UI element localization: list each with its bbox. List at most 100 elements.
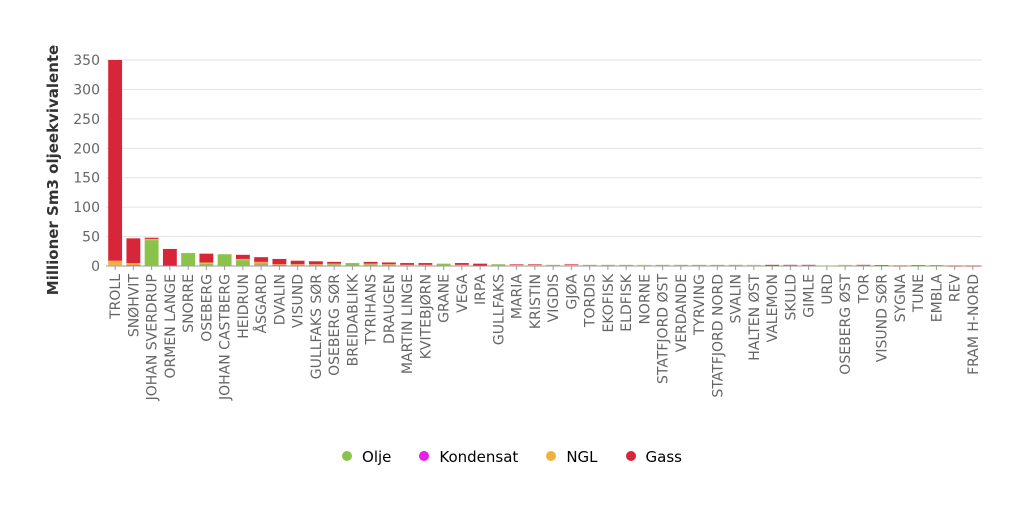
y-tick-label: 0 xyxy=(91,259,100,275)
bar-segment xyxy=(436,263,451,266)
bar-segment xyxy=(454,264,469,266)
x-tick-label: ELDFISK xyxy=(619,273,635,331)
legend: Olje Kondensat NGL Gass xyxy=(0,447,1024,466)
bar-segment xyxy=(911,265,926,266)
x-tick-label: GULLFAKS SØR xyxy=(309,274,325,379)
legend-label: Olje xyxy=(362,447,392,466)
y-tick-label: 100 xyxy=(73,200,100,216)
x-tick-label: DRAUGEN xyxy=(382,274,398,344)
bar-segment xyxy=(400,263,415,265)
bar-segment xyxy=(381,262,396,265)
bar-segment xyxy=(254,261,269,264)
bar-segment xyxy=(290,264,305,266)
bar-segment xyxy=(801,265,816,267)
gridlines xyxy=(106,59,982,267)
bar-segment xyxy=(254,264,269,266)
x-tick-label: VALEMON xyxy=(765,274,781,342)
x-tick-label: VISUND SØR xyxy=(875,274,891,362)
bar-segment xyxy=(509,265,524,267)
x-tick-label: OSEBERG ØST xyxy=(838,274,854,375)
x-tick-label: HEIDRUN xyxy=(236,274,252,339)
legend-label: NGL xyxy=(566,447,598,466)
x-tick-label: TOR xyxy=(856,274,872,305)
x-axis: TROLL SNØHVIT JOHAN SVERDRUP ORMEN LANGE SNO… xyxy=(108,266,982,401)
x-tick-label: KRISTIN xyxy=(528,274,544,329)
y-axis: 0 50 100 150 200 250 300 350 xyxy=(73,53,100,275)
bar-segment xyxy=(801,264,816,266)
bar-segment xyxy=(400,264,415,266)
x-tick-label: JOHAN CASTBERG xyxy=(218,274,234,401)
legend-label: Gass xyxy=(645,447,682,466)
bar-segment xyxy=(381,264,396,266)
x-tick-label: TYRIHANS xyxy=(364,274,380,346)
bar-segment xyxy=(655,264,670,266)
bar-segment xyxy=(765,265,780,267)
bar-segment xyxy=(108,265,123,267)
y-tick-label: 150 xyxy=(73,171,100,187)
bar-segment xyxy=(217,254,232,266)
bar-segment xyxy=(454,265,469,267)
bar-segment xyxy=(235,260,250,266)
legend-item[interactable]: Gass xyxy=(625,447,682,466)
bar-segment xyxy=(272,264,287,265)
x-tick-label: IRPA xyxy=(473,274,489,305)
bar-segment xyxy=(199,262,214,264)
bar-segment xyxy=(126,265,141,267)
x-tick-label: TYRVING xyxy=(692,274,708,336)
bar-segment xyxy=(838,265,853,267)
x-tick-label: NORNE xyxy=(637,274,653,325)
x-tick-label: JOHAN SVERDRUP xyxy=(145,274,161,401)
bar-segment xyxy=(546,264,561,266)
x-tick-label: VEGA xyxy=(455,274,471,313)
legend-item[interactable]: Olje xyxy=(342,448,391,466)
x-tick-label: TORDIS xyxy=(583,274,599,328)
x-tick-label: HALTEN ØST xyxy=(747,274,763,361)
x-tick-label: SYGNA xyxy=(893,274,909,323)
bar-segment xyxy=(272,265,287,267)
bar-segment xyxy=(308,264,323,265)
x-tick-label: ÅSGARD xyxy=(253,274,270,333)
bar-segment xyxy=(308,264,323,266)
x-tick-label: GIMLE xyxy=(802,274,818,318)
bar-segment xyxy=(235,258,250,261)
bar-segment xyxy=(509,264,524,266)
x-tick-label: GJØA xyxy=(564,274,580,310)
x-tick-label: EMBLA xyxy=(929,274,945,323)
bar-segment xyxy=(144,237,159,239)
bar-segment xyxy=(637,264,652,266)
bar-segment xyxy=(728,264,743,266)
x-tick-label: VIGDIS xyxy=(546,274,562,322)
bar-segment xyxy=(308,261,323,265)
bar-segment xyxy=(108,60,123,261)
y-tick-label: 250 xyxy=(73,112,100,128)
bar-segment xyxy=(381,264,396,265)
bar-segment xyxy=(746,264,761,266)
bar-segment xyxy=(874,265,889,266)
bar-segment xyxy=(856,265,871,267)
bar-segment xyxy=(345,263,360,266)
bar-segment xyxy=(564,265,579,267)
x-tick-label: SNORRE xyxy=(181,274,197,333)
bar-segment xyxy=(527,265,542,267)
bar-segment xyxy=(254,257,269,262)
x-tick-label: URD xyxy=(820,274,836,305)
bar-segment xyxy=(856,264,871,266)
x-tick-label: SNØHVIT xyxy=(126,274,142,338)
legend-label: Kondensat xyxy=(439,447,519,466)
y-tick-label: 300 xyxy=(73,82,100,98)
bar-segment xyxy=(327,261,342,264)
bar-segment xyxy=(126,238,141,264)
legend-swatch xyxy=(419,451,430,461)
legend-item[interactable]: NGL xyxy=(546,447,598,466)
legend-item[interactable]: Kondensat xyxy=(419,448,518,466)
bar-segment xyxy=(473,265,488,267)
bar-segment xyxy=(400,265,415,267)
x-tick-label: ORMEN LANGE xyxy=(163,274,179,378)
x-tick-label: STATFJORD NORD xyxy=(710,274,726,398)
bar-segment xyxy=(892,265,907,267)
x-tick-label: EKOFISK xyxy=(601,273,617,332)
bar-segment xyxy=(363,263,378,265)
legend-swatch xyxy=(625,451,636,461)
bar-segment xyxy=(272,258,287,265)
